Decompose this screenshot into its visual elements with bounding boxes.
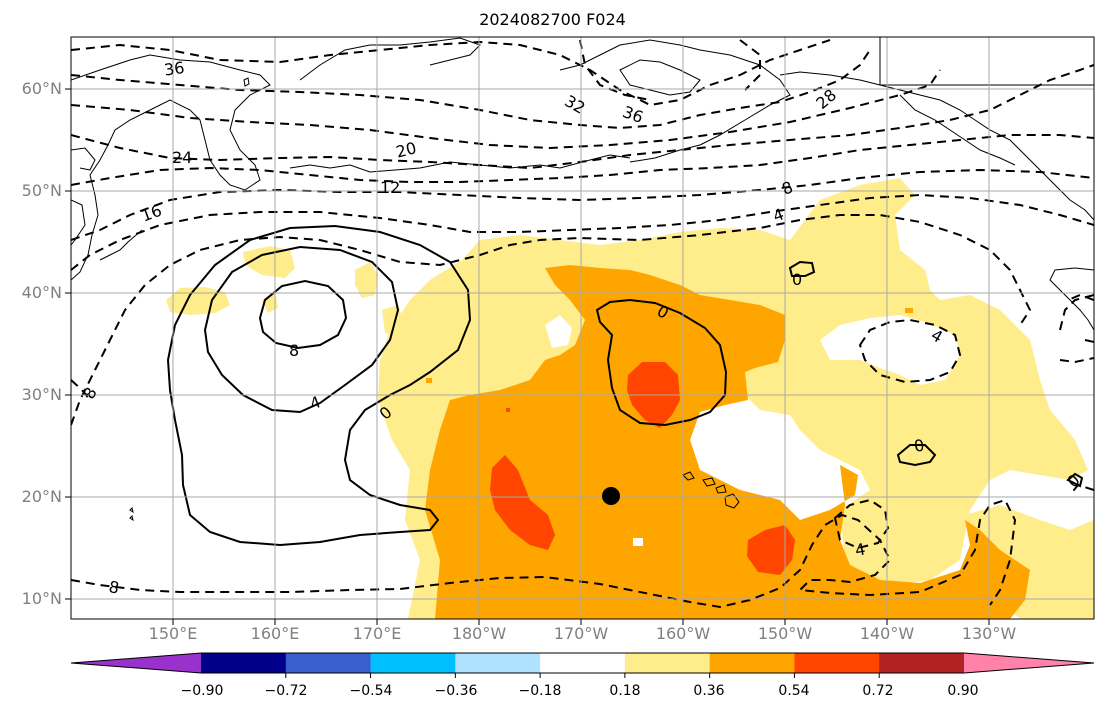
colorbar-segment <box>879 653 965 673</box>
contours-negative <box>71 39 1094 609</box>
contour-label: 8 <box>107 577 120 597</box>
lon-label: 180°W <box>451 624 507 643</box>
colorbar-tick-label: 0.36 <box>693 683 725 699</box>
lat-label: 20°N <box>21 487 62 506</box>
colorbar-tick-label: 0.90 <box>947 683 979 699</box>
coastlines <box>71 37 1094 522</box>
shaded-field-white <box>545 315 960 385</box>
colorbar-extension-max <box>964 653 1094 673</box>
colorbar-tick-label: −0.54 <box>349 683 393 699</box>
lon-label: 130°W <box>961 624 1017 643</box>
lon-label: 150°W <box>757 624 813 643</box>
shaded-specks <box>426 308 913 546</box>
colorbar-tick-label: 0.54 <box>778 683 810 699</box>
colorbar-segment <box>624 653 711 673</box>
contour-label: 20 <box>394 138 418 161</box>
colorbar-segment <box>540 653 626 673</box>
lon-label: 150°E <box>148 624 198 643</box>
contour-label: 4 <box>854 539 867 559</box>
colorbar-segment <box>285 653 372 673</box>
contour-label: 0 <box>913 435 926 455</box>
lat-label: 60°N <box>21 79 62 98</box>
shaded-field-orange <box>425 265 1030 619</box>
contour-label: 24 <box>172 148 192 167</box>
location-marker <box>602 487 620 505</box>
colorbar-segment <box>794 653 880 673</box>
colorbar-segment <box>709 653 795 673</box>
lon-label: 160°W <box>655 624 711 643</box>
colorbar-tick-label: 0.72 <box>862 683 894 699</box>
colorbar-segment <box>455 653 541 673</box>
colorbar-outline <box>70 652 1095 674</box>
colorbar-tick-label: −0.90 <box>180 683 224 699</box>
axis-ticks <box>65 88 990 625</box>
lat-label: 10°N <box>21 589 62 608</box>
colorbar-tick-label: −0.18 <box>518 683 562 699</box>
lon-label: 140°W <box>859 624 915 643</box>
contour-label: 0 <box>792 270 802 289</box>
contour-label: 36 <box>163 58 186 80</box>
lon-label: 160°E <box>250 624 300 643</box>
colorbar <box>70 652 1095 678</box>
contour-label: 12 <box>380 178 400 197</box>
lon-label: 170°E <box>352 624 402 643</box>
lat-label: 30°N <box>21 385 62 404</box>
contours-positive <box>166 224 1084 547</box>
colorbar-segment <box>201 653 287 673</box>
map-title: 2024082700 F024 <box>479 10 626 29</box>
colorbar-tick-label: −0.72 <box>264 683 308 699</box>
gridlines <box>71 37 1094 619</box>
map-frame <box>70 36 1095 620</box>
contour-label: 8 <box>289 341 299 360</box>
lon-label: 170°W <box>553 624 609 643</box>
colorbar-segment <box>370 653 456 673</box>
colorbar-extension-min <box>71 653 201 673</box>
lat-label: 40°N <box>21 283 62 302</box>
lat-label: 50°N <box>21 181 62 200</box>
colorbar-tick-label: 0.18 <box>609 683 641 699</box>
colorbar-tick-label: −0.36 <box>434 683 478 699</box>
